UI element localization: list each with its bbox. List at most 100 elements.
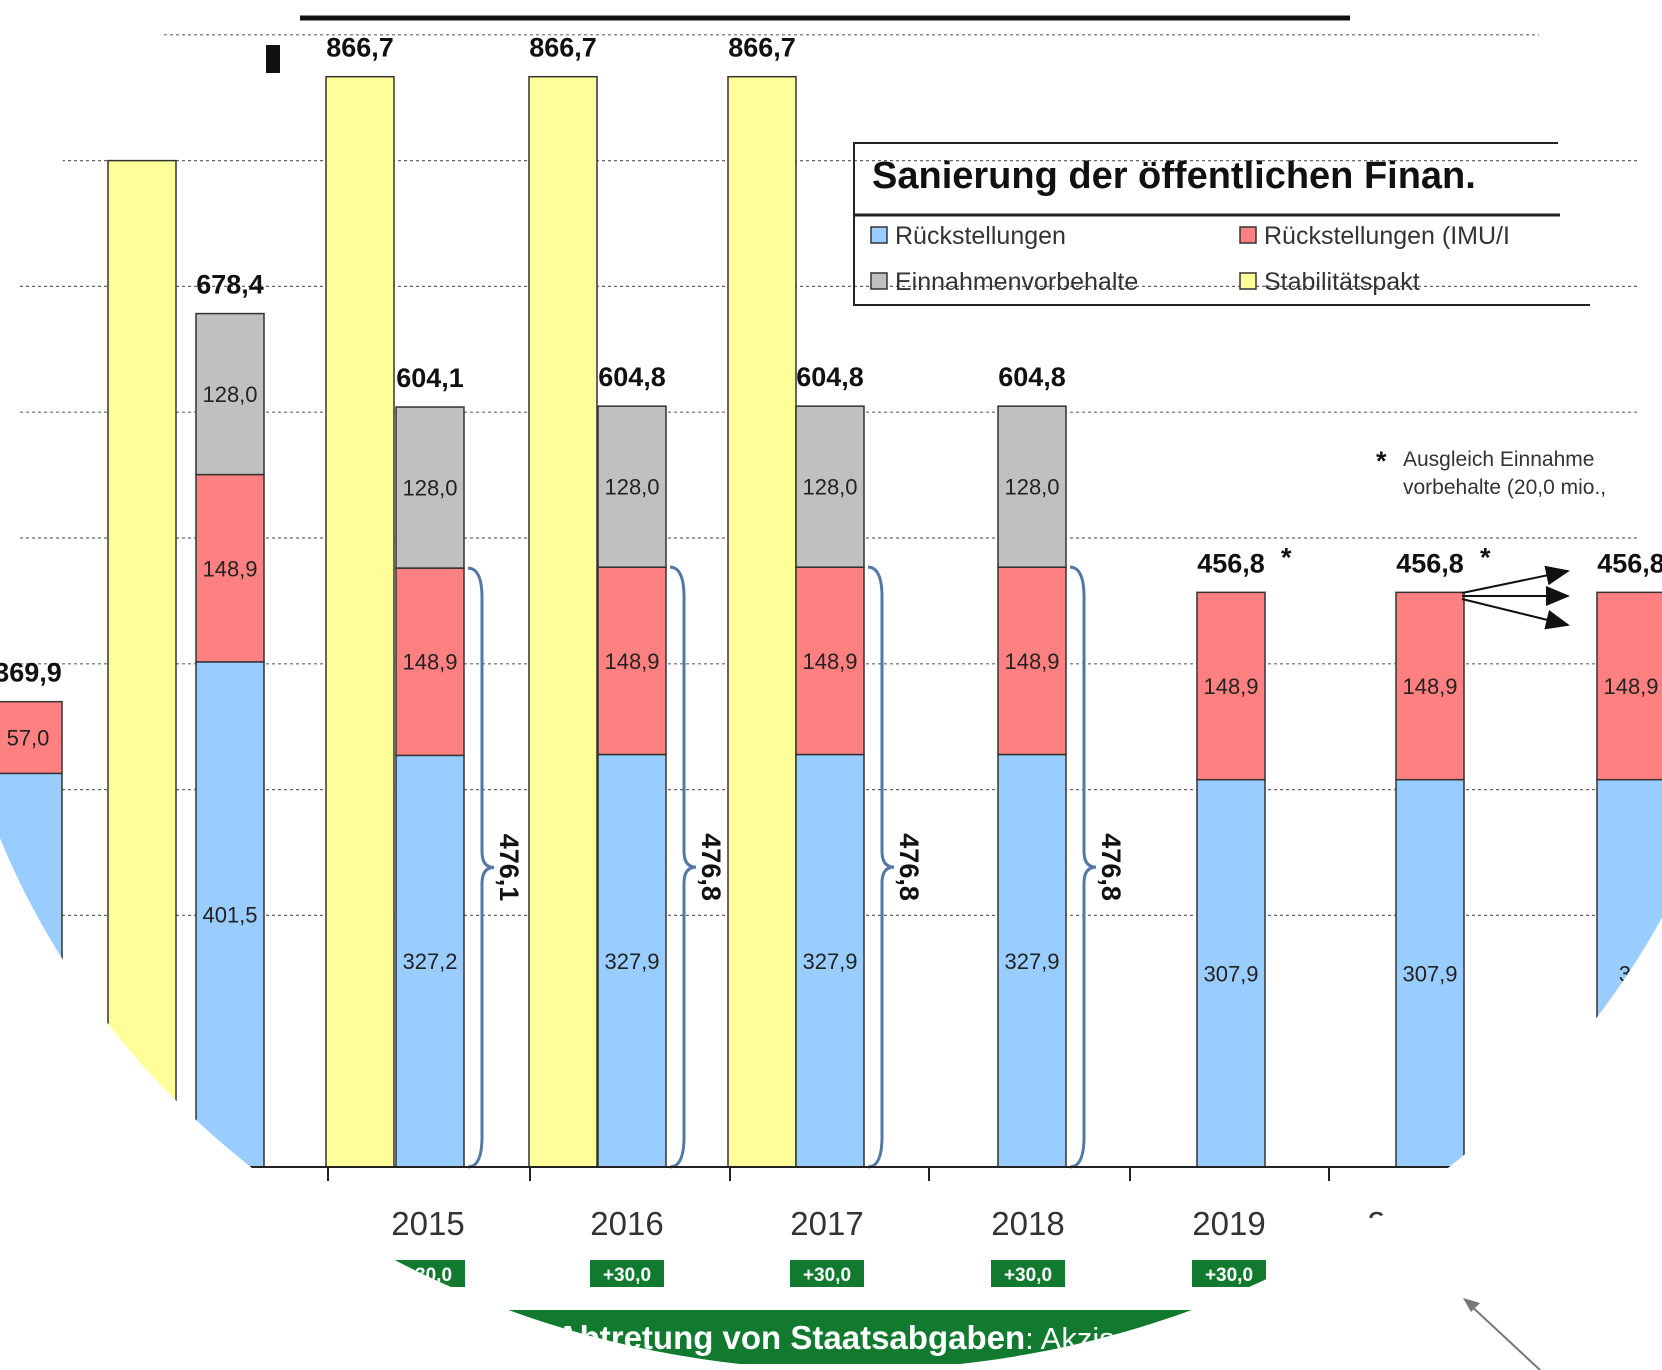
stabilitaetspakt-total-1: 866,7 bbox=[326, 33, 394, 63]
increment-label-0: +30,0 bbox=[404, 1265, 452, 1286]
bar-segment-0-2 bbox=[395, 754, 465, 1168]
segment-label-2-2: 128,0 bbox=[402, 476, 457, 501]
bar-segment-1-0 bbox=[0, 700, 63, 775]
transfer-arrow-1 bbox=[1461, 565, 1570, 594]
segment-label-0-6: 307,9 bbox=[1203, 961, 1258, 986]
bar-segment-1-7 bbox=[1395, 591, 1465, 781]
bar-total-asterisk-6: * bbox=[1281, 542, 1292, 572]
tick-label-2016: 2016 bbox=[590, 1205, 663, 1242]
legend: Sanierung der öffentlichen Finan. Rückst… bbox=[853, 142, 1590, 306]
bar-segment-1-3 bbox=[597, 566, 667, 756]
brace-0 bbox=[467, 566, 495, 1169]
brace-label-0: 476,1 bbox=[494, 834, 524, 902]
top-marker bbox=[266, 45, 280, 73]
tick-label-2018: 2018 bbox=[991, 1205, 1064, 1242]
brace-label-3: 476,8 bbox=[1096, 833, 1126, 901]
segment-label-0-0: 9 bbox=[22, 958, 34, 983]
increment-label-4: +30,0 bbox=[1205, 1265, 1253, 1286]
legend-title: Sanierung der öffentlichen Finan. bbox=[872, 155, 1476, 197]
segment-label-1-6: 148,9 bbox=[1203, 674, 1258, 699]
legend-swatch-rueckstellungen-imu bbox=[1239, 226, 1257, 244]
bar-segment-2-4 bbox=[795, 405, 865, 568]
transfer-arrow-3 bbox=[1461, 598, 1570, 630]
increment-badge-4 bbox=[1192, 1260, 1266, 1287]
bar-segment-0-5 bbox=[997, 753, 1067, 1168]
bar-segment-2-1 bbox=[195, 312, 265, 476]
stacked-bars bbox=[0, 312, 1662, 1168]
legend-swatch-einnahmenvorbehalte bbox=[870, 272, 888, 290]
segment-label-0-8: 30 bbox=[1619, 961, 1643, 986]
pointer-line bbox=[1467, 1302, 1541, 1370]
brace-label-2: 476,8 bbox=[894, 833, 924, 901]
segment-label-0-4: 327,9 bbox=[802, 949, 857, 974]
bar-total-6: 456,8 bbox=[1197, 548, 1265, 578]
segment-label-1-8: 148,9 bbox=[1603, 674, 1658, 699]
segment-label-1-7: 148,9 bbox=[1402, 674, 1457, 699]
bar-segment-1-1 bbox=[195, 473, 265, 663]
tick-label-2020-20: 2020-20 bbox=[1367, 1205, 1488, 1242]
increment-badge-2 bbox=[790, 1260, 864, 1287]
legend-label-stabilitaetspakt: Stabilitätspakt bbox=[1264, 268, 1420, 296]
transfer-arrows bbox=[1461, 565, 1570, 630]
bar-segment-1-8 bbox=[1596, 591, 1662, 781]
brace-label-1: 476,8 bbox=[696, 833, 726, 901]
tick-label-2017: 2017 bbox=[790, 1205, 863, 1242]
legend-label-rueckstellungen: Rückstellungen bbox=[895, 222, 1066, 250]
note-line-1: Ausgleich Einnahme bbox=[1403, 448, 1594, 471]
bar-segment-2-2 bbox=[395, 406, 465, 569]
stabilitaetspakt-total-2: 866,7 bbox=[529, 33, 597, 63]
increment-badge-1 bbox=[590, 1260, 664, 1287]
bar-segment-2-5 bbox=[997, 405, 1067, 568]
banner-rest: : Akzisen auf and. er bbox=[1025, 1321, 1306, 1356]
stabilitaetspakt-bars bbox=[107, 75, 797, 1168]
bar-segment-1-6 bbox=[1196, 591, 1266, 781]
legend-swatch-rueckstellungen bbox=[870, 226, 888, 244]
tick-label-2014: 2014 bbox=[195, 1205, 268, 1242]
brace-1 bbox=[669, 565, 697, 1169]
legend-swatch-stabilitaetspakt bbox=[1239, 272, 1257, 290]
bar-total-7: 456,8 bbox=[1396, 548, 1464, 578]
bar-total-2: 604,1 bbox=[396, 363, 464, 393]
tick-label-2015: 2015 bbox=[391, 1205, 464, 1242]
bar-total-8: 456,8 bbox=[1597, 548, 1662, 578]
increment-label-3: +30,0 bbox=[1004, 1265, 1052, 1286]
banner: Erhöhung Abtretung von Staatsabgaben: Ak… bbox=[380, 1310, 1380, 1364]
legend-border bbox=[853, 142, 1590, 306]
segment-label-0-7: 307,9 bbox=[1402, 961, 1457, 986]
legend-label-rueckstellungen-imu: Rückstellungen (IMU/I bbox=[1264, 222, 1510, 250]
brace-3 bbox=[1069, 565, 1097, 1169]
tick-label-2019: 2019 bbox=[1192, 1205, 1265, 1242]
bar-segment-0-1 bbox=[195, 661, 265, 1168]
segment-label-1-3: 148,9 bbox=[604, 649, 659, 674]
total-labels: 866,7 866,7 866,7 369,9 678,4 604,1 604,8 604,8… bbox=[0, 33, 1662, 688]
increment-badges: +30,0 +30,0 +30,0 +30,0 +30,0 +3 bbox=[391, 1260, 1465, 1287]
segment-label-0-2: 327,2 bbox=[402, 949, 457, 974]
banner-text: Erhöhung Abtretung von Staatsabgaben: Ak… bbox=[392, 1319, 1306, 1356]
bar-segment-0-7 bbox=[1395, 778, 1465, 1168]
increment-label-1: +30,0 bbox=[603, 1265, 651, 1286]
segment-label-1-1: 148,9 bbox=[202, 556, 257, 581]
stabilitaetspakt-bar-1 bbox=[325, 75, 395, 1168]
axis-ticks bbox=[327, 1167, 1330, 1181]
stabilitaetspakt-total-3: 866,7 bbox=[728, 33, 796, 63]
segment-label-0-1: 401,5 bbox=[202, 902, 257, 927]
banner-bold: Erhöhung Abtretung von Staatsabgaben bbox=[392, 1319, 1025, 1356]
bar-segment-1-5 bbox=[997, 566, 1067, 756]
brace-2 bbox=[867, 565, 895, 1169]
bar-segment-0-4 bbox=[795, 753, 865, 1168]
pointer-head bbox=[1463, 1298, 1480, 1312]
segment-label-1-5: 148,9 bbox=[1004, 649, 1059, 674]
increment-badge-3 bbox=[991, 1260, 1065, 1287]
bar-segment-1-4 bbox=[795, 566, 865, 756]
bar-total-asterisk-7: * bbox=[1480, 542, 1491, 572]
tick-labels: 2014 2015 2016 2017 2018 2019 2020-20 bbox=[195, 1205, 1488, 1242]
segment-label-2-1: 128,0 bbox=[202, 382, 257, 407]
stabilitaetspakt-bar-2 bbox=[528, 75, 598, 1168]
stabilitaetspakt-bar-3 bbox=[727, 75, 797, 1168]
braces: 476,1 476,8 476,8 476,8 bbox=[467, 565, 1126, 1169]
note-asterisk: * bbox=[1376, 446, 1387, 476]
legend-label-einnahmenvorbehalte: Einnahmenvorbehalte bbox=[895, 268, 1138, 296]
segment-label-1-4: 148,9 bbox=[802, 649, 857, 674]
increment-label-2: +30,0 bbox=[803, 1265, 851, 1286]
